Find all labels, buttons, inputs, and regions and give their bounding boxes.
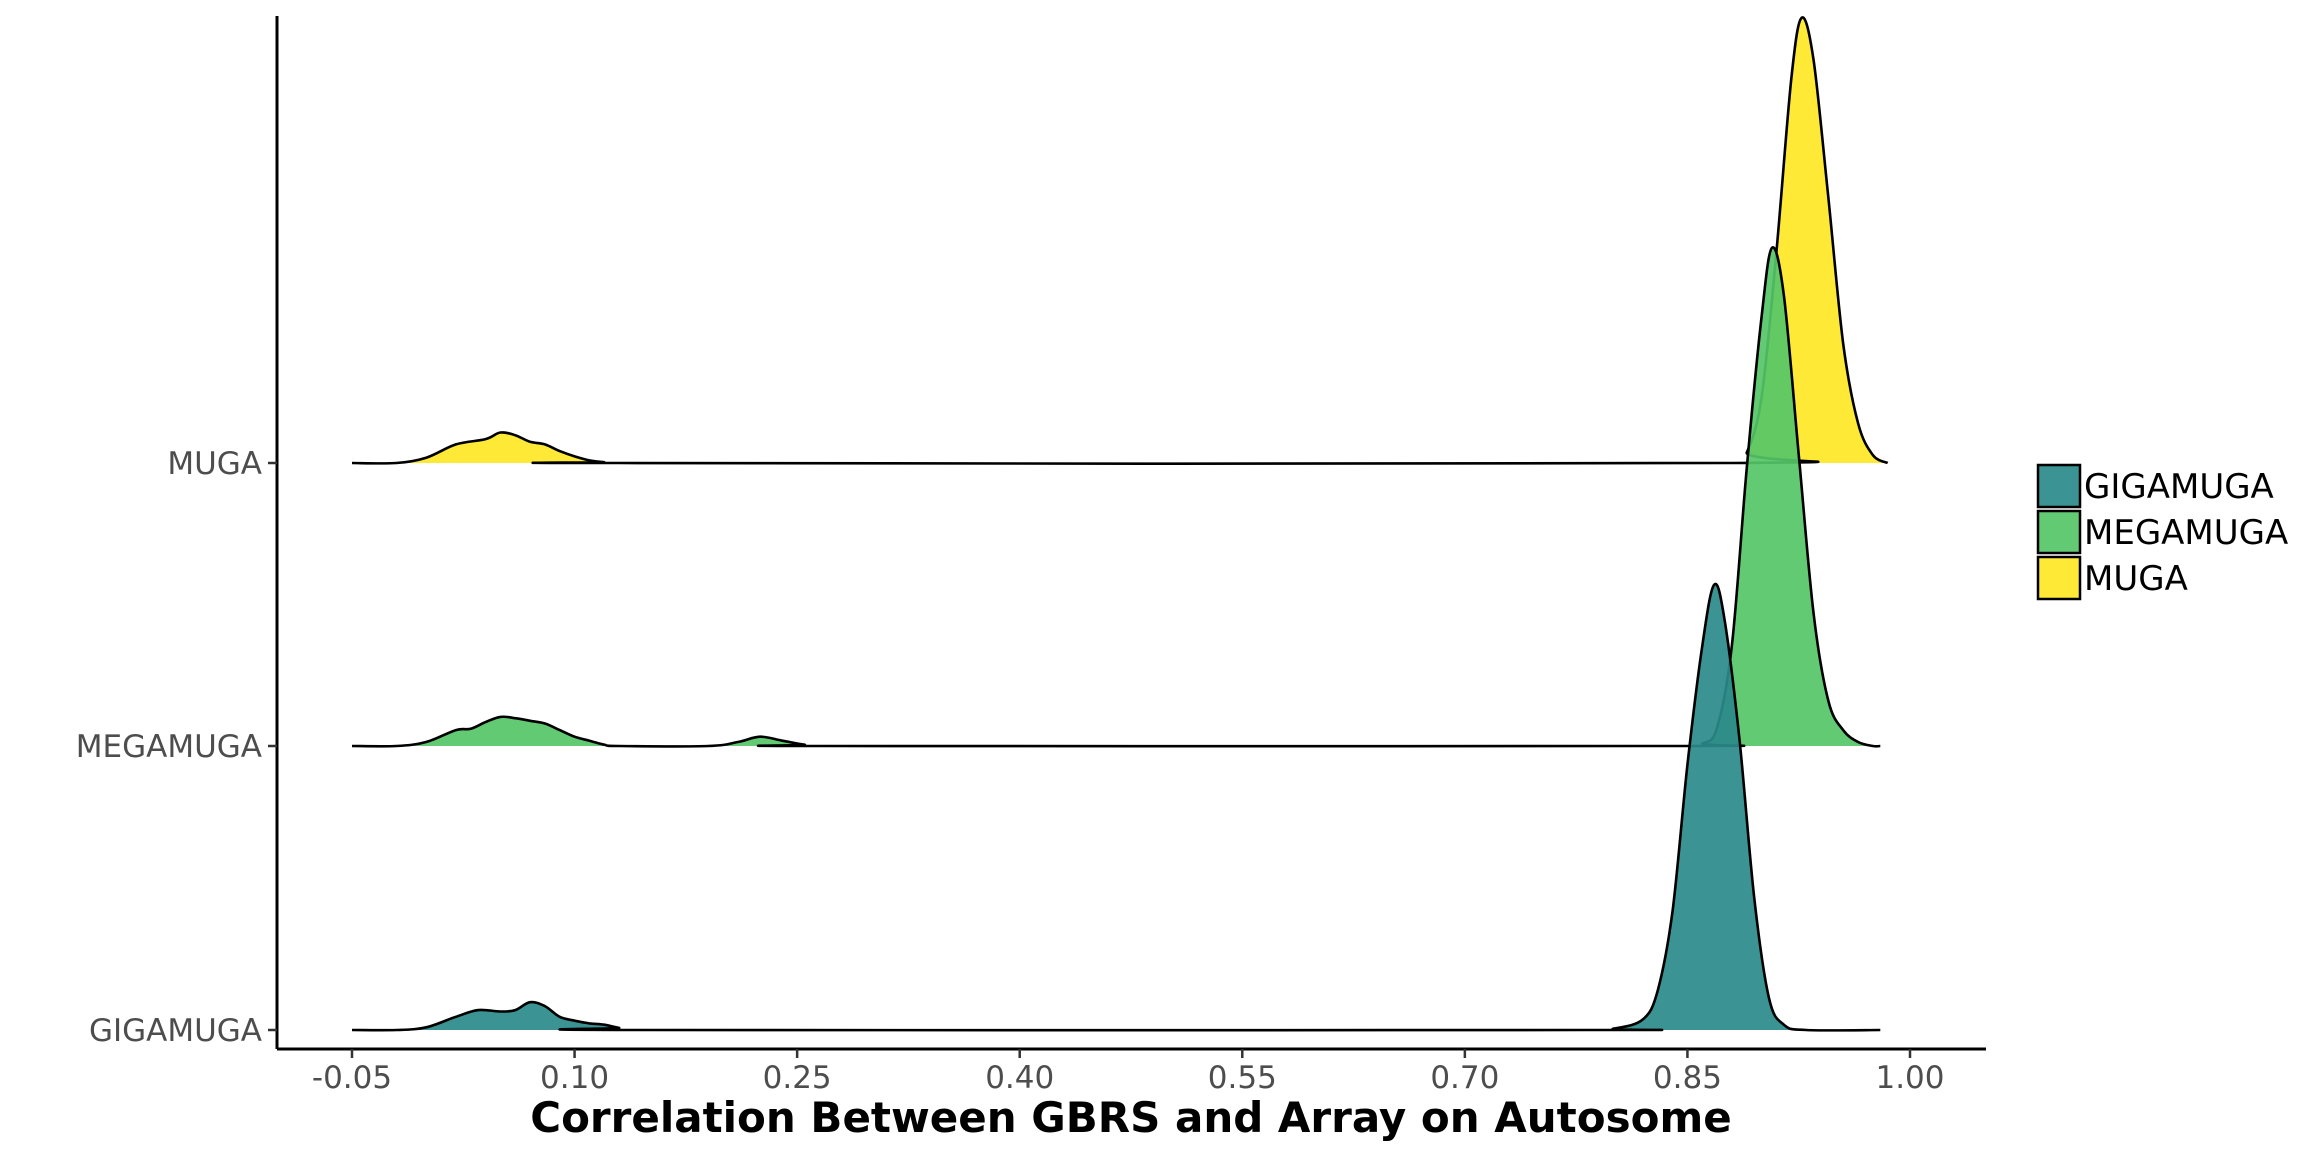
- ridge-outline-gigamuga: [351, 582, 1881, 1032]
- x-tick-label: 0.40: [985, 1060, 1054, 1096]
- legend-swatch-megamuga: [2036, 509, 2082, 555]
- y-tick-label-muga: MUGA: [167, 446, 262, 482]
- y-tick-label-megamuga: MEGAMUGA: [76, 729, 262, 765]
- ridge-fill-gigamuga: [352, 583, 1881, 1031]
- x-axis-title: Correlation Between GBRS and Array on Au…: [530, 1093, 1731, 1142]
- ridge-fill-muga: [352, 17, 1888, 464]
- ridge-outline-muga: [351, 16, 1889, 466]
- x-tick-label: 0.25: [763, 1060, 832, 1096]
- y-tick-label-gigamuga: GIGAMUGA: [89, 1013, 262, 1049]
- legend-swatch-muga: [2036, 555, 2082, 601]
- ridges: [351, 16, 1889, 1032]
- legend-label-muga: MUGA: [2084, 559, 2188, 599]
- legend-label-megamuga: MEGAMUGA: [2084, 513, 2288, 553]
- x-tick-label: 0.70: [1430, 1060, 1499, 1096]
- legend-swatch-gigamuga: [2036, 463, 2082, 509]
- x-axis-ticks: -0.05 0.10 0.25 0.40 0.55 0.70 0.85 1.00: [312, 1049, 1945, 1096]
- x-tick-label: 0.10: [540, 1060, 609, 1096]
- x-tick-label: 1.00: [1875, 1060, 1944, 1096]
- ridge-fill-megamuga: [352, 247, 1881, 747]
- legend-label-gigamuga: GIGAMUGA: [2084, 467, 2274, 507]
- x-tick-label: 0.85: [1653, 1060, 1722, 1096]
- legend: GIGAMUGA MEGAMUGA MUGA: [2036, 463, 2288, 601]
- y-axis-ticks: GIGAMUGA MEGAMUGA MUGA: [76, 446, 277, 1049]
- x-tick-label: 0.55: [1208, 1060, 1277, 1096]
- x-tick-label: -0.05: [312, 1060, 392, 1096]
- ridge-outline-megamuga: [351, 246, 1881, 748]
